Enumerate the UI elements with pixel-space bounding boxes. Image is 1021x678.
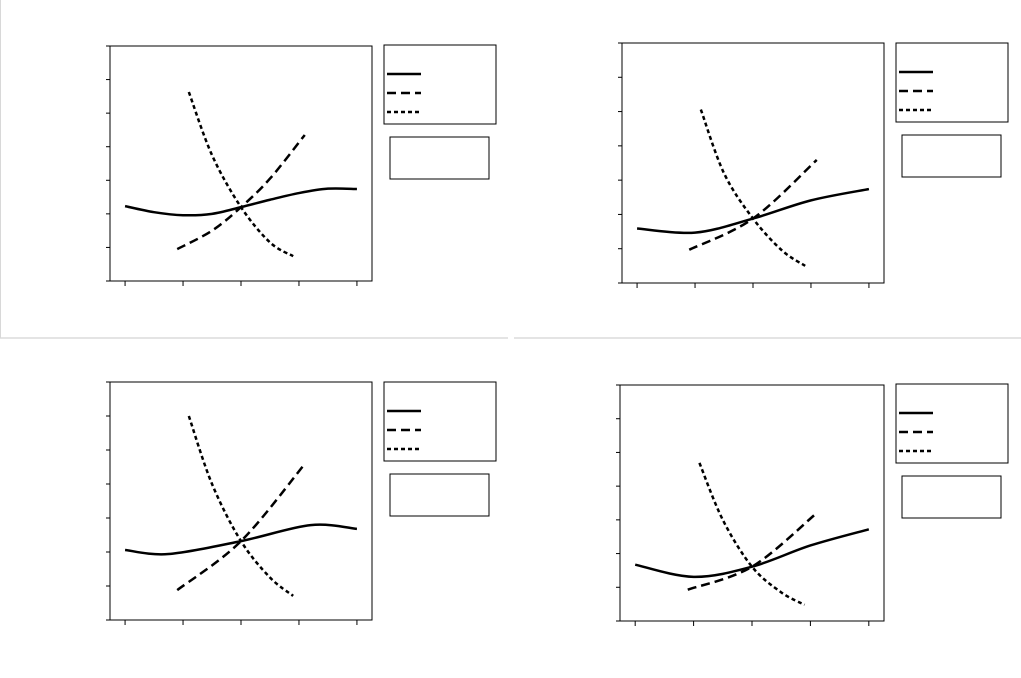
line-series (187, 415, 294, 597)
line-series (634, 528, 870, 579)
legend (895, 42, 1009, 123)
plot-area (619, 384, 885, 622)
text-box (389, 473, 490, 517)
text-box (901, 134, 1002, 178)
plot-area (621, 42, 885, 284)
legend (383, 381, 497, 462)
plot-area (109, 381, 373, 621)
legend (895, 383, 1009, 464)
line-series (698, 462, 806, 606)
plot-area (109, 45, 373, 282)
line-series (176, 463, 306, 592)
text-box (901, 475, 1002, 519)
line-series (687, 512, 818, 591)
legend (383, 44, 497, 125)
line-series (699, 109, 806, 267)
line-series (187, 91, 294, 258)
text-box (389, 136, 490, 180)
